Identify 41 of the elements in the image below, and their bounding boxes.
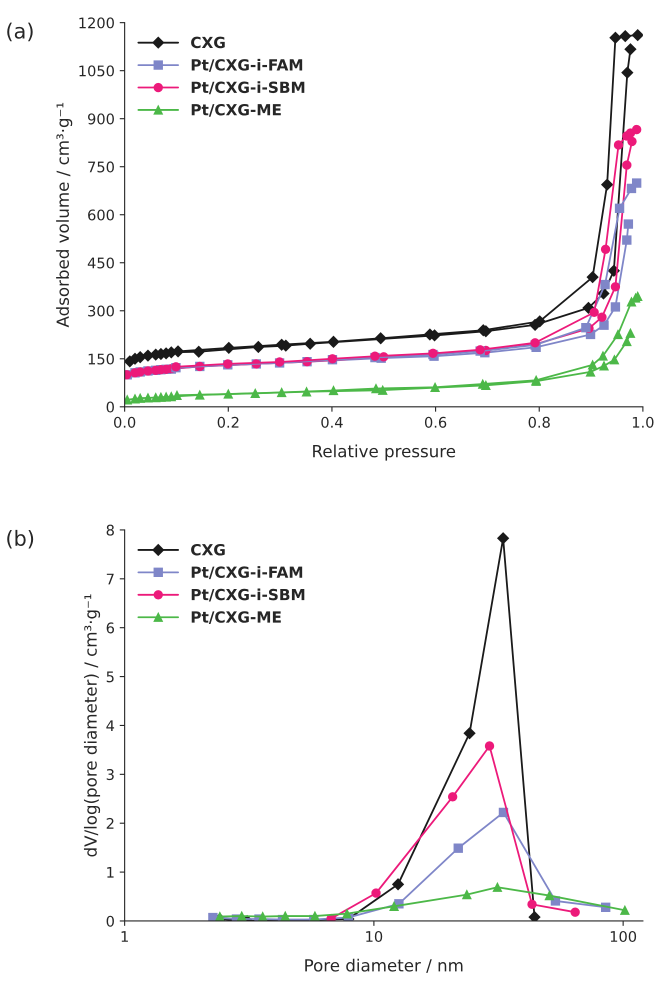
legend-label: Pt/CXG-i-SBM <box>192 588 304 602</box>
y-axis-title: dV/log(pore diameter) / cm³·g⁻¹ <box>84 594 100 857</box>
legend-label: Pt/CXG-i-FAM <box>192 566 302 580</box>
y-tick-label: 1050 <box>79 65 114 76</box>
y-tick-label: 5 <box>106 671 114 682</box>
x-tick-label: 10 <box>366 930 382 942</box>
x-tick-label: 1 <box>122 931 128 942</box>
y-axis-title: Adsorbed volume / cm³·g⁻¹ <box>56 102 72 328</box>
y-tick-label: 0 <box>106 402 114 413</box>
y-tick-label: 750 <box>88 161 114 172</box>
x-axis-title: Pore diameter / nm <box>305 958 462 973</box>
legend-label: Pt/CXG-ME <box>192 611 281 624</box>
x-tick-label: 0.4 <box>321 416 343 428</box>
chart-title: (b) <box>7 530 34 549</box>
y-tick-label: 7 <box>106 574 114 584</box>
legend-label: Pt/CXG-i-FAM <box>192 58 302 72</box>
y-tick-label: 900 <box>88 113 114 124</box>
x-tick-label: 0.6 <box>424 416 446 428</box>
y-tick-label: 1200 <box>79 17 114 28</box>
y-tick-label: 600 <box>88 209 114 220</box>
y-tick-label: 300 <box>88 305 114 317</box>
y-tick-label: 0 <box>106 916 114 927</box>
legend-label: Pt/CXG-ME <box>192 104 281 117</box>
y-tick-label: 3 <box>106 769 114 780</box>
y-tick-label: 450 <box>88 257 114 268</box>
x-axis-title: Relative pressure <box>313 444 456 461</box>
y-tick-label: 1 <box>107 867 114 878</box>
legend-label: CXG <box>191 544 225 556</box>
legend-label: Pt/CXG-i-SBM <box>192 81 304 94</box>
y-tick-label: 2 <box>106 818 114 829</box>
x-tick-label: 100 <box>610 930 636 942</box>
x-tick-label: 0.0 <box>114 416 136 428</box>
y-tick-label: 8 <box>106 524 114 536</box>
x-tick-label: 0.8 <box>528 416 550 428</box>
legend-label: CXG <box>191 36 225 48</box>
y-tick-label: 6 <box>106 622 114 634</box>
x-tick-label: 1.0 <box>632 416 654 428</box>
y-tick-label: 150 <box>88 354 114 365</box>
y-tick-label: 4 <box>106 720 114 731</box>
x-tick-label: 0.2 <box>218 416 238 428</box>
chart-title: (a) <box>7 22 33 42</box>
